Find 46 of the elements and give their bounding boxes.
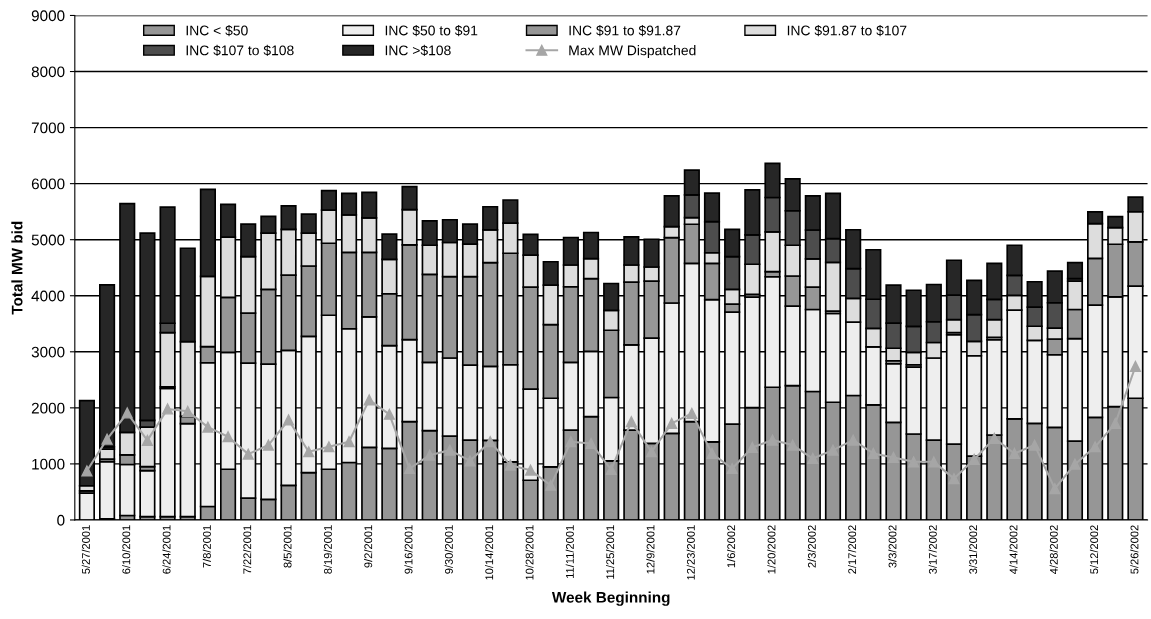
y-tick-label: 3000 xyxy=(31,346,65,358)
y-tick-label: 8000 xyxy=(31,66,65,78)
legend-label: INC $50 to $91 xyxy=(385,24,478,37)
x-tick-label: 6/24/2001 xyxy=(162,525,171,574)
x-axis-title: Week Beginning xyxy=(551,591,670,606)
x-tick-label: 7/8/2001 xyxy=(202,525,211,568)
x-tick-label: 8/19/2001 xyxy=(323,525,332,574)
x-tick-label: 9/2/2001 xyxy=(364,525,373,568)
x-tick-label: 9/16/2001 xyxy=(404,525,413,574)
x-tick-label: 1/20/2002 xyxy=(767,525,776,574)
x-tick-label: 5/26/2002 xyxy=(1130,525,1139,574)
y-tick-label: 6000 xyxy=(31,178,65,190)
legend-label: INC >$108 xyxy=(385,44,451,57)
y-tick-label: 4000 xyxy=(31,290,65,302)
y-tick-label: 0 xyxy=(57,514,65,526)
legend-label: INC $91.87 to $107 xyxy=(787,24,907,37)
y-axis-title: Total MW bid xyxy=(11,221,23,315)
y-tick-label: 9000 xyxy=(31,10,65,22)
legend-label: INC < $50 xyxy=(186,24,248,37)
x-tick-label: 5/27/2001 xyxy=(81,525,90,574)
x-tick-label: 10/14/2001 xyxy=(485,525,494,580)
x-tick-label: 10/28/2001 xyxy=(525,525,534,580)
x-tick-label: 9/30/2001 xyxy=(444,525,453,574)
x-tick-label: 4/14/2002 xyxy=(1009,525,1018,574)
x-tick-label: 3/31/2002 xyxy=(968,525,978,574)
x-tick-label: 7/22/2001 xyxy=(243,525,252,574)
legend-label: INC $107 to $108 xyxy=(186,44,294,57)
x-tick-label: 6/10/2001 xyxy=(122,525,131,574)
y-tick-label: 5000 xyxy=(31,234,65,246)
x-tick-label: 5/12/2002 xyxy=(1089,525,1099,574)
x-tick-label: 12/9/2001 xyxy=(646,525,655,574)
y-tick-label: 2000 xyxy=(31,402,65,414)
x-tick-label: 11/11/2001 xyxy=(565,525,574,578)
x-tick-label: 11/25/2001 xyxy=(606,525,615,579)
x-tick-label: 8/5/2001 xyxy=(283,525,292,568)
x-tick-label: 3/3/2002 xyxy=(888,525,897,568)
x-tick-label: 3/17/2002 xyxy=(928,525,937,574)
legend-label: INC $91 to $91.87 xyxy=(569,24,681,37)
x-tick-label: 2/3/2002 xyxy=(807,525,816,568)
y-tick-label: 1000 xyxy=(32,458,65,470)
y-tick-label: 7000 xyxy=(31,122,65,134)
x-tick-label: 1/6/2002 xyxy=(726,525,736,568)
legend-label: Max MW Dispatched xyxy=(569,45,696,59)
x-tick-label: 2/17/2002 xyxy=(847,525,857,574)
x-tick-label: 12/23/2001 xyxy=(686,525,695,580)
x-tick-label: 4/28/2002 xyxy=(1049,525,1058,574)
